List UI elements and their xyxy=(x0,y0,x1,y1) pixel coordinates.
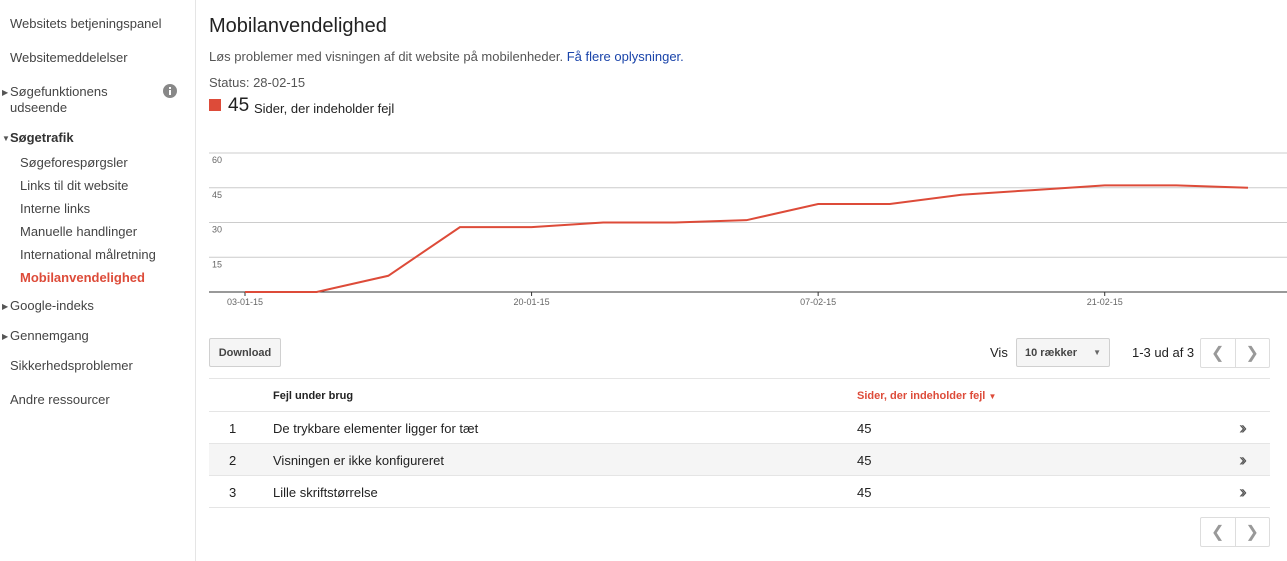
y-tick-label: 15 xyxy=(212,259,222,269)
expand-icon: ▶ xyxy=(2,332,9,341)
prev-button[interactable]: ❮ xyxy=(1201,518,1236,546)
collapse-icon: ▼ xyxy=(2,134,10,143)
nav-item[interactable]: Google-indeks xyxy=(10,298,94,313)
description-line: Løs problemer med visningen af dit websi… xyxy=(209,49,684,64)
x-tick-label: 21-02-15 xyxy=(1087,297,1123,307)
error-count-label: Sider, der indeholder fejl xyxy=(254,101,395,116)
legend-swatch xyxy=(209,99,221,111)
nav-item[interactable]: Søgetrafik xyxy=(10,130,74,145)
pager: ❮ ❯ xyxy=(1200,517,1270,547)
x-tick-label: 20-01-15 xyxy=(514,297,550,307)
info-icon[interactable] xyxy=(162,83,178,99)
y-tick-label: 30 xyxy=(212,225,222,235)
nav-item[interactable]: Links til dit website xyxy=(20,178,129,193)
range-label: 1-3 ud af 3 xyxy=(1132,345,1195,360)
sort-icon: ▼ xyxy=(988,392,997,401)
download-button[interactable]: Download xyxy=(209,338,281,367)
table-cell: Lille skriftstørrelse xyxy=(273,485,378,500)
table-cell: 2 xyxy=(229,453,237,468)
nav-item[interactable]: Søgefunktionens udseende xyxy=(10,84,108,115)
nav-item[interactable]: Andre ressourcer xyxy=(10,392,110,407)
table-cell: 45 xyxy=(857,421,872,436)
nav-item[interactable]: Websitemeddelelser xyxy=(10,50,128,65)
table-cell: 45 xyxy=(857,453,872,468)
next-button[interactable]: ❯ xyxy=(1245,524,1259,541)
table-row[interactable]: 3 Lille skriftstørrelse 45 ›› xyxy=(209,476,1270,508)
prev-button[interactable]: ❮ xyxy=(1201,339,1236,367)
table-header: Fejl under brug Sider, der indeholder fe… xyxy=(209,378,1270,412)
details-icon[interactable]: ›› xyxy=(1239,418,1247,438)
table-cell: Visningen er ikke konfigureret xyxy=(273,453,445,468)
table-cell: 3 xyxy=(229,485,237,500)
x-tick-label: 07-02-15 xyxy=(800,297,836,307)
page-title: Mobilanvendelighed xyxy=(209,15,387,37)
nav-item[interactable]: Søgeforespørgsler xyxy=(20,155,128,170)
details-icon[interactable]: ›› xyxy=(1239,482,1247,502)
sidebar: Websitets betjeningspanel Websitemeddele… xyxy=(0,0,196,561)
table-cell: 45 xyxy=(857,485,872,500)
status: Status: 28-02-15 xyxy=(209,75,306,90)
show-label: Vis xyxy=(990,345,1008,360)
table-cell: De trykbare elementer ligger for tæt xyxy=(273,421,479,436)
description: Løs problemer med visningen af dit websi… xyxy=(209,49,564,64)
nav-item[interactable]: Websitets betjeningspanel xyxy=(10,16,162,31)
nav-item[interactable]: Interne links xyxy=(20,201,91,216)
next-button[interactable]: ❯ xyxy=(1245,345,1259,362)
column-header-text: Sider, der indeholder fejl xyxy=(857,390,986,402)
y-tick-label: 45 xyxy=(212,190,222,200)
error-count: 45 xyxy=(228,95,250,116)
nav-item[interactable]: International målretning xyxy=(20,247,156,262)
nav-item[interactable]: Gennemgang xyxy=(10,328,89,343)
chart: 15 30 45 60 03-01-15 20-01-15 07-02-15 21-02-15 xyxy=(209,152,1287,307)
nav-item[interactable]: Sikkerhedsproblemer xyxy=(10,358,133,373)
x-tick-label: 03-01-15 xyxy=(227,297,263,307)
expand-icon: ▶ xyxy=(2,302,9,311)
rows-select[interactable]: 10 rækker ▼ xyxy=(1016,338,1110,367)
pager: ❮ ❯ xyxy=(1200,338,1270,368)
table-cell: 1 xyxy=(229,421,237,436)
column-header[interactable]: Fejl under brug xyxy=(273,390,354,402)
column-header-sorted[interactable]: Sider, der indeholder fejl ▼ xyxy=(857,390,996,402)
table-row[interactable]: 1 De trykbare elementer ligger for tæt 45 ›… xyxy=(209,412,1270,444)
table-row[interactable]: 2 Visningen er ikke konfigureret 45 ›› xyxy=(209,444,1270,476)
y-tick-label: 60 xyxy=(212,155,222,165)
data-line xyxy=(245,184,1249,293)
nav-item[interactable]: Manuelle handlinger xyxy=(20,224,138,239)
details-icon[interactable]: ›› xyxy=(1239,450,1247,470)
rows-select-value: 10 rækker xyxy=(1025,346,1077,359)
expand-icon: ▶ xyxy=(2,88,9,97)
nav-item-active[interactable]: Mobilanvendelighed xyxy=(20,270,145,285)
help-link[interactable]: Få flere oplysninger. xyxy=(566,49,684,64)
